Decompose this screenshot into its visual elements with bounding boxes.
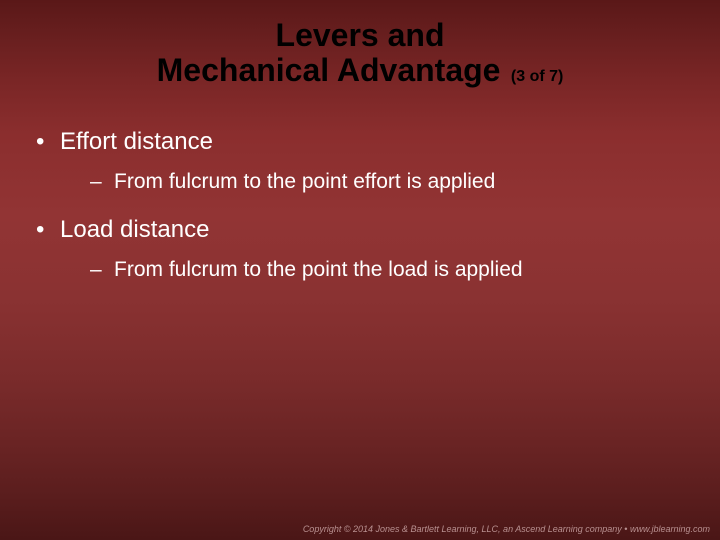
bullet-level-2: From fulcrum to the point the load is ap… xyxy=(36,258,684,282)
title-line-2-wrapper: Mechanical Advantage (3 of 7) xyxy=(0,53,720,88)
copyright-footer: Copyright © 2014 Jones & Bartlett Learni… xyxy=(303,524,710,534)
slide: Levers and Mechanical Advantage (3 of 7)… xyxy=(0,0,720,540)
bullet-text: From fulcrum to the point the load is ap… xyxy=(114,258,523,281)
title-counter: (3 of 7) xyxy=(511,68,563,85)
bullet-level-1: Load distance xyxy=(36,216,684,244)
bullet-text: From fulcrum to the point effort is appl… xyxy=(114,170,495,193)
bullet-level-2: From fulcrum to the point effort is appl… xyxy=(36,170,684,194)
slide-title: Levers and Mechanical Advantage (3 of 7) xyxy=(0,18,720,88)
bullet-text: Load distance xyxy=(60,216,209,243)
title-line-2: Mechanical Advantage xyxy=(157,52,501,88)
bullet-text: Effort distance xyxy=(60,128,213,155)
title-line-1: Levers and xyxy=(0,18,720,53)
bullet-level-1: Effort distance xyxy=(36,128,684,156)
content-area: Effort distance From fulcrum to the poin… xyxy=(36,128,684,304)
